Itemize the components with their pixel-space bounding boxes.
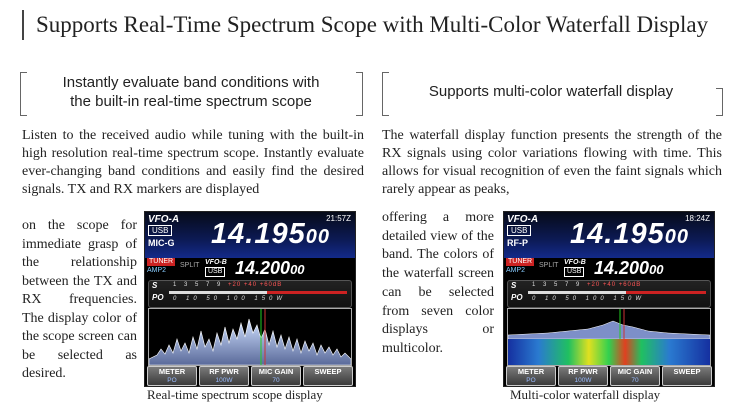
- clock-time: 21:57Z: [326, 214, 351, 223]
- split-label: SPLIT: [180, 262, 200, 269]
- po-meter-label: PO: [152, 293, 164, 302]
- vfo-b-label: VFO-B: [564, 259, 586, 266]
- page-title: Supports Real-Time Spectrum Scope with M…: [22, 10, 708, 40]
- meter-bar: [528, 291, 706, 294]
- main-vfo-area: VFO-A 21:57Z USB MIC-G 14.19500: [145, 212, 355, 258]
- mic-gain-button-label: MIC GAIN: [258, 367, 294, 376]
- waterfall-screen: VFO-A 18:24Z USB RF-P 14.19500 TUNER AMP…: [503, 211, 715, 387]
- meter-button-label: METER: [158, 367, 186, 376]
- sub-vfo-row: TUNER AMP2 SPLIT VFO-B USB 14.20000: [504, 258, 714, 278]
- right-subtitle: Supports multi-color waterfall display: [428, 83, 674, 100]
- spectrum-scope: [148, 308, 352, 366]
- rf-pwr-button-label: RF PWR: [209, 367, 239, 376]
- left-caption: Real-time spectrum scope display: [147, 387, 323, 402]
- s-scale-plus: +20 +40 +60dB: [587, 282, 642, 288]
- meter-button-value: PO: [526, 377, 536, 384]
- left-side-text: on the scope for immediate grasp of the …: [22, 218, 137, 381]
- amp-label: AMP2: [506, 267, 526, 274]
- main-vfo-area: VFO-A 18:24Z USB RF-P 14.19500: [504, 212, 714, 258]
- spectrum-trace: [149, 309, 351, 365]
- po-scale: 0 10 50 100 150W: [173, 296, 287, 302]
- main-frequency-value: 14.195: [211, 218, 306, 250]
- left-subtitle-line2: the built-in real-time spectrum scope: [70, 93, 312, 110]
- s-po-meter: S 1 3 5 7 9 +20 +40 +60dB PO 0 10 50 100…: [148, 280, 352, 308]
- mode-b-badge: USB: [564, 267, 585, 277]
- right-paragraph: The waterfall display function presents …: [382, 128, 722, 197]
- sub-frequency-value: 14.200: [235, 258, 291, 278]
- main-frequency-decimals: 00: [664, 226, 689, 248]
- mode-badge: USB: [507, 225, 532, 236]
- main-frequency: 14.19500: [211, 218, 330, 251]
- left-subtitle-line1: Instantly evaluate band conditions with: [62, 74, 320, 91]
- meter-bar: [169, 291, 347, 294]
- main-frequency-decimals: 00: [305, 226, 330, 248]
- function-tag: MIC-G: [148, 238, 175, 248]
- sub-frequency-decimals: 00: [290, 262, 305, 277]
- sub-frequency-decimals: 00: [649, 262, 664, 277]
- s-po-meter: S 1 3 5 7 9 +20 +40 +60dB PO 0 10 50 100…: [507, 280, 711, 308]
- sweep-button-label: SWEEP: [673, 367, 701, 376]
- tuner-badge: TUNER: [506, 258, 535, 266]
- rf-pwr-button-label: RF PWR: [568, 367, 598, 376]
- tuner-badge: TUNER: [147, 258, 176, 266]
- s-scale: 1 3 5 7 9 +20 +40 +60dB: [532, 282, 641, 288]
- mode-badge: USB: [148, 225, 173, 236]
- subtitle-bracket-left: [382, 72, 389, 116]
- soft-key-row: METER PO RF PWR 100W MIC GAIN 70 SWEEP: [145, 366, 355, 386]
- sweep-button-label: SWEEP: [314, 367, 342, 376]
- main-frequency: 14.19500: [570, 218, 689, 251]
- spectrum-scope-screen: VFO-A 21:57Z USB MIC-G 14.19500 TUNER AM…: [144, 211, 356, 387]
- subtitle-bracket-right: [356, 72, 363, 116]
- mic-gain-button-value: 70: [272, 377, 280, 384]
- vfo-a-label: VFO-A: [148, 214, 180, 225]
- s-meter-label: S: [511, 281, 517, 290]
- s-scale: 1 3 5 7 9 +20 +40 +60dB: [173, 282, 282, 288]
- s-scale-units: 1 3 5 7 9: [532, 282, 583, 288]
- left-paragraph: Listen to the received audio while tunin…: [22, 128, 364, 197]
- mic-gain-button[interactable]: MIC GAIN 70: [251, 366, 301, 386]
- rf-pwr-button[interactable]: RF PWR 100W: [199, 366, 249, 386]
- rf-pwr-button-value: 100W: [215, 377, 233, 384]
- meter-button[interactable]: METER PO: [147, 366, 197, 386]
- function-tag: RF-P: [507, 238, 528, 248]
- vfo-a-label: VFO-A: [507, 214, 539, 225]
- subtitle-bracket-right: [716, 88, 723, 116]
- po-meter-label: PO: [511, 293, 523, 302]
- meter-button[interactable]: METER PO: [506, 366, 556, 386]
- subtitle-bracket-left: [20, 72, 27, 116]
- sweep-button[interactable]: SWEEP: [662, 366, 712, 386]
- sub-vfo-row: TUNER AMP2 SPLIT VFO-B USB 14.20000: [145, 258, 355, 278]
- main-frequency-value: 14.195: [570, 218, 665, 250]
- split-label: SPLIT: [539, 262, 559, 269]
- po-scale: 0 10 50 100 150W: [532, 296, 646, 302]
- s-meter-label: S: [152, 281, 158, 290]
- s-scale-units: 1 3 5 7 9: [173, 282, 224, 288]
- right-side-text: offering a more detailed view of the ban…: [382, 210, 494, 356]
- left-subtitle: Instantly evaluate band conditions with …: [28, 73, 354, 111]
- soft-key-row: METER PO RF PWR 100W MIC GAIN 70 SWEEP: [504, 366, 714, 386]
- waterfall-scope: [507, 308, 711, 366]
- vfo-b-label: VFO-B: [205, 259, 227, 266]
- meter-button-value: PO: [167, 377, 177, 384]
- mic-gain-button[interactable]: MIC GAIN 70: [610, 366, 660, 386]
- meter-button-label: METER: [517, 367, 545, 376]
- waterfall-trace: [508, 309, 710, 365]
- rf-pwr-button[interactable]: RF PWR 100W: [558, 366, 608, 386]
- mode-b-badge: USB: [205, 267, 226, 277]
- mic-gain-button-value: 70: [631, 377, 639, 384]
- sweep-button[interactable]: SWEEP: [303, 366, 353, 386]
- amp-label: AMP2: [147, 267, 167, 274]
- clock-time: 18:24Z: [685, 214, 710, 223]
- s-scale-plus: +20 +40 +60dB: [228, 282, 283, 288]
- sub-frequency-value: 14.200: [594, 258, 650, 278]
- sub-frequency: 14.20000: [594, 258, 664, 279]
- waterfall-colors: [508, 339, 710, 365]
- rf-pwr-button-value: 100W: [574, 377, 592, 384]
- sub-frequency: 14.20000: [235, 258, 305, 279]
- mic-gain-button-label: MIC GAIN: [617, 367, 653, 376]
- right-caption: Multi-color waterfall display: [510, 387, 661, 402]
